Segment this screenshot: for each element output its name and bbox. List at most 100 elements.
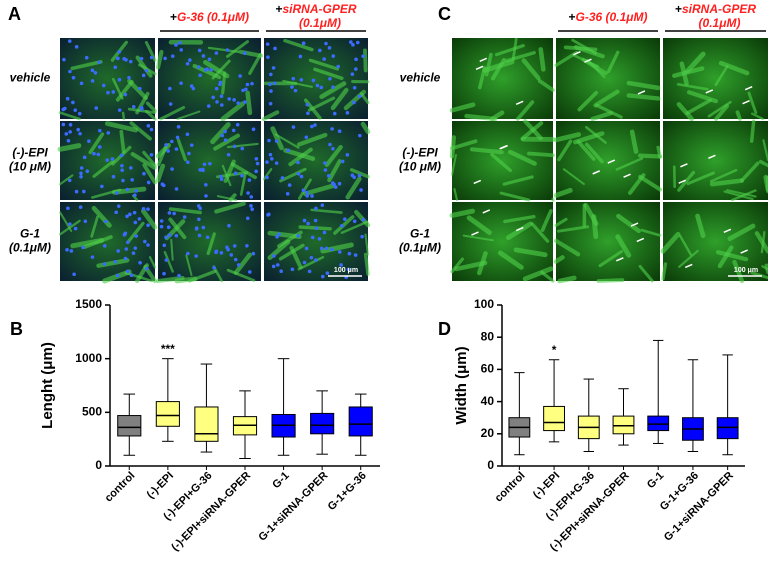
nucleus: [301, 41, 306, 46]
nucleus: [236, 263, 241, 267]
nucleus: [337, 181, 342, 186]
nucleus: [85, 169, 90, 173]
nucleus: [120, 163, 124, 168]
nucleus: [116, 204, 121, 208]
nucleus: [101, 83, 106, 88]
y-axis-label: Width (μm): [453, 346, 470, 424]
nucleus: [160, 182, 165, 187]
fiber: [506, 221, 533, 240]
nucleus: [61, 122, 66, 127]
fiber: [502, 175, 534, 186]
nucleus: [332, 182, 336, 187]
nucleus: [67, 178, 72, 183]
nucleus: [250, 207, 255, 212]
box: [117, 415, 142, 437]
fiber: [747, 91, 758, 115]
fiber: [499, 191, 531, 202]
nucleus: [146, 207, 150, 211]
fiber: [279, 167, 307, 183]
nucleus: [114, 210, 118, 215]
nucleus: [226, 152, 231, 157]
fiber: [340, 220, 369, 234]
nucleus: [355, 40, 360, 45]
nucleus: [336, 64, 340, 69]
nucleus: [265, 175, 269, 180]
fiber: [228, 193, 237, 202]
nucleus: [74, 189, 79, 194]
fiber: [211, 59, 231, 80]
arrow: [479, 57, 488, 63]
fiber: [155, 163, 166, 183]
fiber: [213, 133, 241, 151]
nucleus: [245, 82, 250, 87]
nucleus: [111, 174, 116, 179]
nucleus: [175, 135, 180, 140]
nucleus: [62, 57, 66, 62]
fiber: [88, 132, 105, 155]
nucleus: [274, 139, 279, 143]
fiber: [274, 133, 300, 149]
fiber: [144, 40, 157, 62]
nucleus: [111, 90, 116, 94]
fiber: [615, 234, 632, 258]
fiber: [730, 189, 757, 202]
nucleus: [240, 173, 244, 178]
panel-label: C: [438, 4, 451, 24]
nucleus: [249, 195, 254, 199]
nucleus: [250, 81, 254, 86]
nucleus: [304, 135, 309, 140]
fiber: [477, 251, 488, 276]
nucleus: [170, 167, 174, 171]
nucleus: [307, 269, 312, 274]
fiber: [686, 171, 715, 186]
nucleus: [241, 88, 245, 93]
nucleus: [125, 269, 130, 274]
fiber: [513, 247, 548, 258]
nucleus: [269, 72, 273, 77]
fiber: [90, 188, 122, 199]
nucleus: [310, 124, 314, 129]
nucleus: [244, 87, 248, 92]
nucleus: [149, 127, 154, 132]
nucleus: [84, 55, 89, 60]
fiber: [640, 228, 662, 237]
fiber: [262, 168, 273, 181]
nucleus: [322, 230, 327, 235]
fiber: [676, 83, 709, 91]
nucleus: [227, 223, 231, 228]
fiber: [159, 105, 186, 121]
nucleus: [333, 185, 338, 189]
arrow: [515, 226, 524, 232]
nucleus: [299, 77, 304, 82]
nucleus: [214, 249, 219, 254]
nucleus: [72, 272, 76, 277]
micrograph: [264, 202, 368, 281]
nucleus: [273, 81, 277, 86]
nucleus: [332, 111, 337, 116]
nucleus: [186, 251, 190, 256]
fiber: [709, 168, 738, 183]
nucleus: [201, 167, 205, 172]
fiber: [202, 59, 230, 79]
nucleus: [266, 213, 270, 217]
fiber: [298, 178, 312, 200]
nucleus: [209, 67, 214, 72]
nucleus: [265, 42, 270, 46]
fiber: [527, 151, 555, 158]
fiber: [155, 49, 164, 70]
arrow: [623, 173, 631, 178]
fiber: [598, 250, 623, 268]
fiber: [494, 44, 525, 57]
nucleus: [117, 50, 122, 54]
nucleus: [291, 125, 296, 129]
nucleus: [128, 212, 132, 217]
nucleus: [223, 129, 227, 134]
fiber: [684, 51, 706, 74]
nucleus: [206, 104, 211, 108]
nucleus: [96, 152, 101, 157]
fiber: [157, 143, 169, 167]
nucleus: [254, 156, 259, 161]
fiber: [556, 225, 590, 233]
nucleus: [162, 243, 167, 248]
fiber: [450, 257, 465, 274]
